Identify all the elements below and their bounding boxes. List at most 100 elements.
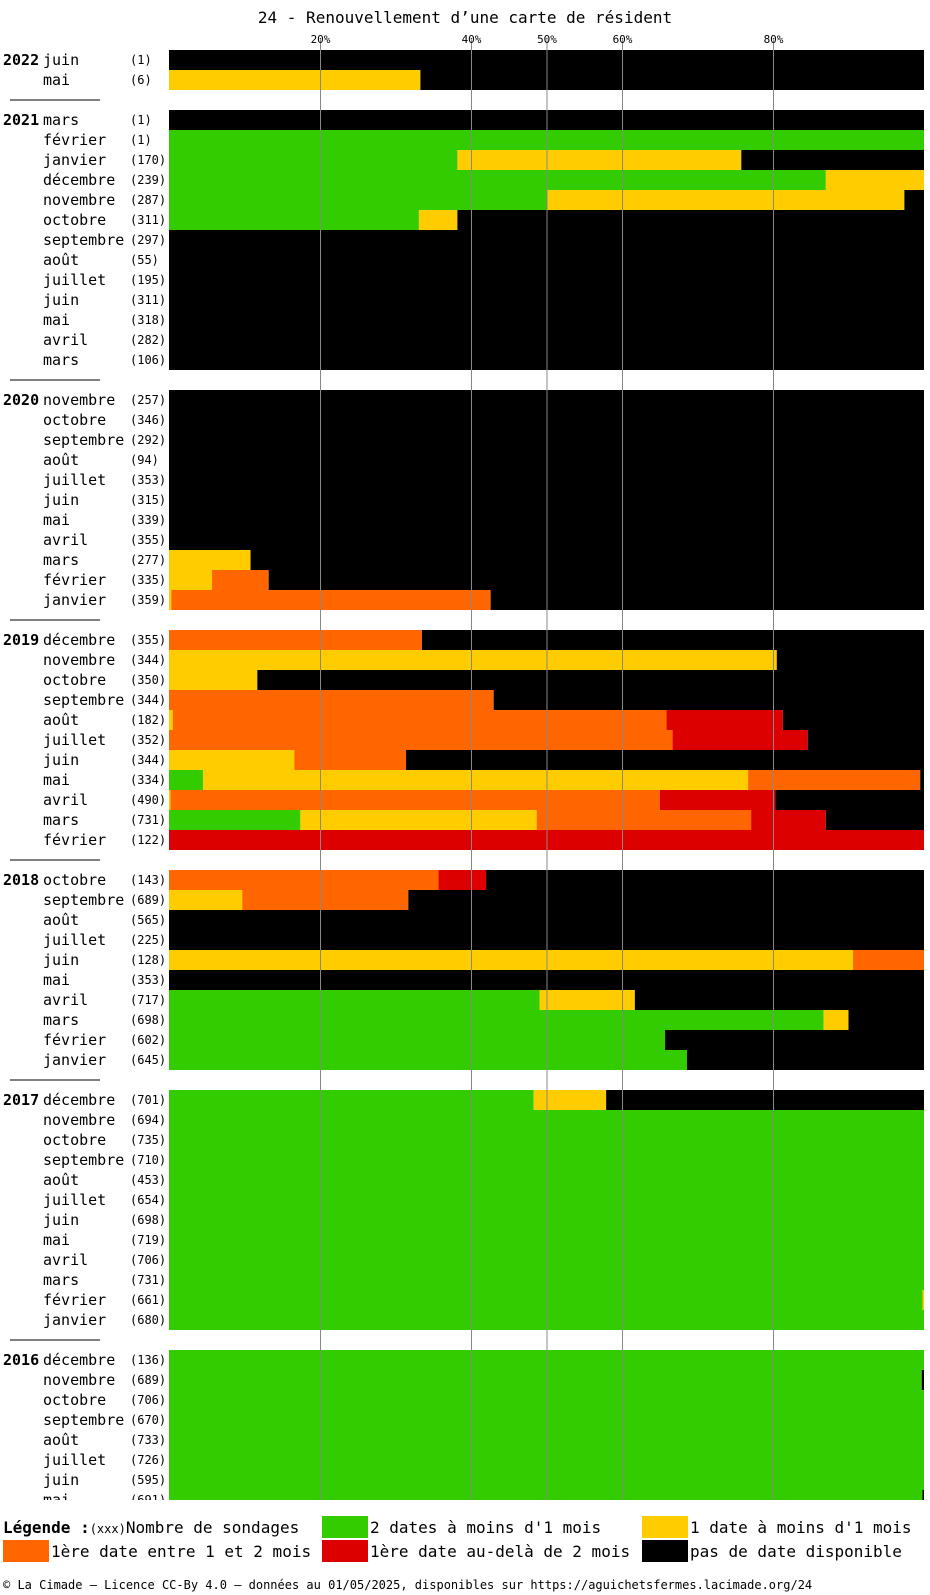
month-label: octobre: [43, 1391, 106, 1409]
bar-segment-black: [406, 750, 924, 770]
bar-segment-black: [776, 650, 924, 670]
chart-title: 24 - Renouvellement d’une carte de résid…: [257, 8, 673, 27]
bar-segment-black: [421, 630, 924, 650]
bar-segment-black: [686, 1050, 924, 1070]
month-label: juillet: [43, 931, 106, 949]
bar-segment-black: [493, 690, 924, 710]
count-label: (359): [130, 593, 166, 607]
count-label: (352): [130, 733, 166, 747]
count-label: (94): [130, 453, 159, 467]
month-label: octobre: [43, 1131, 106, 1149]
bar-segment-orange: [536, 810, 752, 830]
bar-segment-green: [169, 170, 826, 190]
bar-segment-yellow: [533, 1090, 607, 1110]
bar-segment-black: [408, 890, 925, 910]
bar-segment-yellow: [300, 810, 537, 830]
count-label: (350): [130, 673, 166, 687]
legend: Légende :(xxx)Nombre de sondages 2 dates…: [0, 1516, 930, 1570]
count-label: (334): [130, 773, 166, 787]
month-label: mars: [43, 551, 79, 569]
bar-segment-yellow: [539, 990, 635, 1010]
bar-segment-black: [775, 790, 924, 810]
bar-segment-red: [672, 730, 808, 750]
month-label: avril: [43, 331, 88, 349]
legend-swatch-yellow: [642, 1516, 688, 1538]
legend-swatch-black: [642, 1540, 688, 1562]
bar-segment-yellow: [922, 1290, 924, 1310]
bar-segment-yellow: [169, 650, 777, 670]
month-label: juillet: [43, 1191, 106, 1209]
bar-segment-yellow: [169, 950, 854, 970]
count-label: (318): [130, 313, 166, 327]
month-label: août: [43, 711, 79, 729]
count-label: (106): [130, 353, 166, 367]
legend-label-black: pas de date disponible: [690, 1542, 902, 1561]
bar-segment-black: [490, 590, 924, 610]
bar-segment-orange: [242, 890, 409, 910]
tick-label: 50%: [537, 33, 557, 46]
legend-swatch-green: [322, 1516, 368, 1538]
month-label: avril: [43, 1251, 88, 1269]
count-label: (257): [130, 393, 166, 407]
count-label: (1): [130, 53, 152, 67]
month-label: mai: [43, 771, 70, 789]
bar-segment-red: [751, 810, 826, 830]
bar-segment-orange: [169, 630, 422, 650]
count-label: (292): [130, 433, 166, 447]
month-label: janvier: [43, 1311, 106, 1329]
count-label: (565): [130, 913, 166, 927]
count-label: (353): [130, 473, 166, 487]
bar-segment-orange: [748, 770, 921, 790]
count-label: (490): [130, 793, 166, 807]
bar-segment-yellow: [418, 210, 458, 230]
month-label: octobre: [43, 671, 106, 689]
bar-segment-orange: [294, 750, 407, 770]
count-label: (731): [130, 813, 166, 827]
bar-segment-yellow: [169, 590, 172, 610]
count-label: (287): [130, 193, 166, 207]
bar-segment-black: [457, 210, 924, 230]
legend-heading: Légende :(xxx)Nombre de sondages: [3, 1518, 299, 1537]
bar-segment-yellow: [169, 710, 173, 730]
count-label: (1): [130, 133, 152, 147]
year-label: 2021: [3, 111, 39, 129]
legend-swatch-orange: [3, 1540, 49, 1562]
count-label: (344): [130, 653, 166, 667]
month-label: avril: [43, 791, 88, 809]
bar-segment-yellow: [546, 190, 905, 210]
month-label: avril: [43, 531, 88, 549]
count-label: (717): [130, 993, 166, 1007]
year-label: 2020: [3, 391, 39, 409]
month-label: juin: [43, 751, 79, 769]
bar-segment-black: [420, 70, 924, 90]
bar-segment-green: [169, 1050, 687, 1070]
bar-segment-yellow: [825, 170, 924, 190]
bar-segment-black: [634, 990, 924, 1010]
bar-segment-green: [169, 990, 540, 1010]
legend-count-sample: (xxx): [89, 1522, 126, 1536]
month-label: octobre: [43, 871, 106, 889]
month-label: juin: [43, 491, 79, 509]
month-label: août: [43, 911, 79, 929]
month-label: septembre: [43, 1411, 124, 1429]
bar-segment-black: [825, 810, 924, 830]
count-label: (706): [130, 1393, 166, 1407]
month-label: juin: [43, 291, 79, 309]
bar-segment-orange: [853, 950, 924, 970]
month-label: septembre: [43, 1151, 124, 1169]
bar-segment-yellow: [457, 150, 742, 170]
count-label: (339): [130, 513, 166, 527]
count-label: (719): [130, 1233, 166, 1247]
count-label: (733): [130, 1433, 166, 1447]
tick-label: 60%: [613, 33, 633, 46]
month-label: janvier: [43, 591, 106, 609]
month-label: août: [43, 251, 79, 269]
bar-segment-red: [666, 710, 783, 730]
bar-segment-green: [169, 190, 547, 210]
bar-segment-green: [169, 1490, 923, 1500]
month-label: août: [43, 451, 79, 469]
bar-segment-yellow: [169, 750, 295, 770]
count-label: (335): [130, 573, 166, 587]
count-label: (645): [130, 1053, 166, 1067]
count-label: (602): [130, 1033, 166, 1047]
